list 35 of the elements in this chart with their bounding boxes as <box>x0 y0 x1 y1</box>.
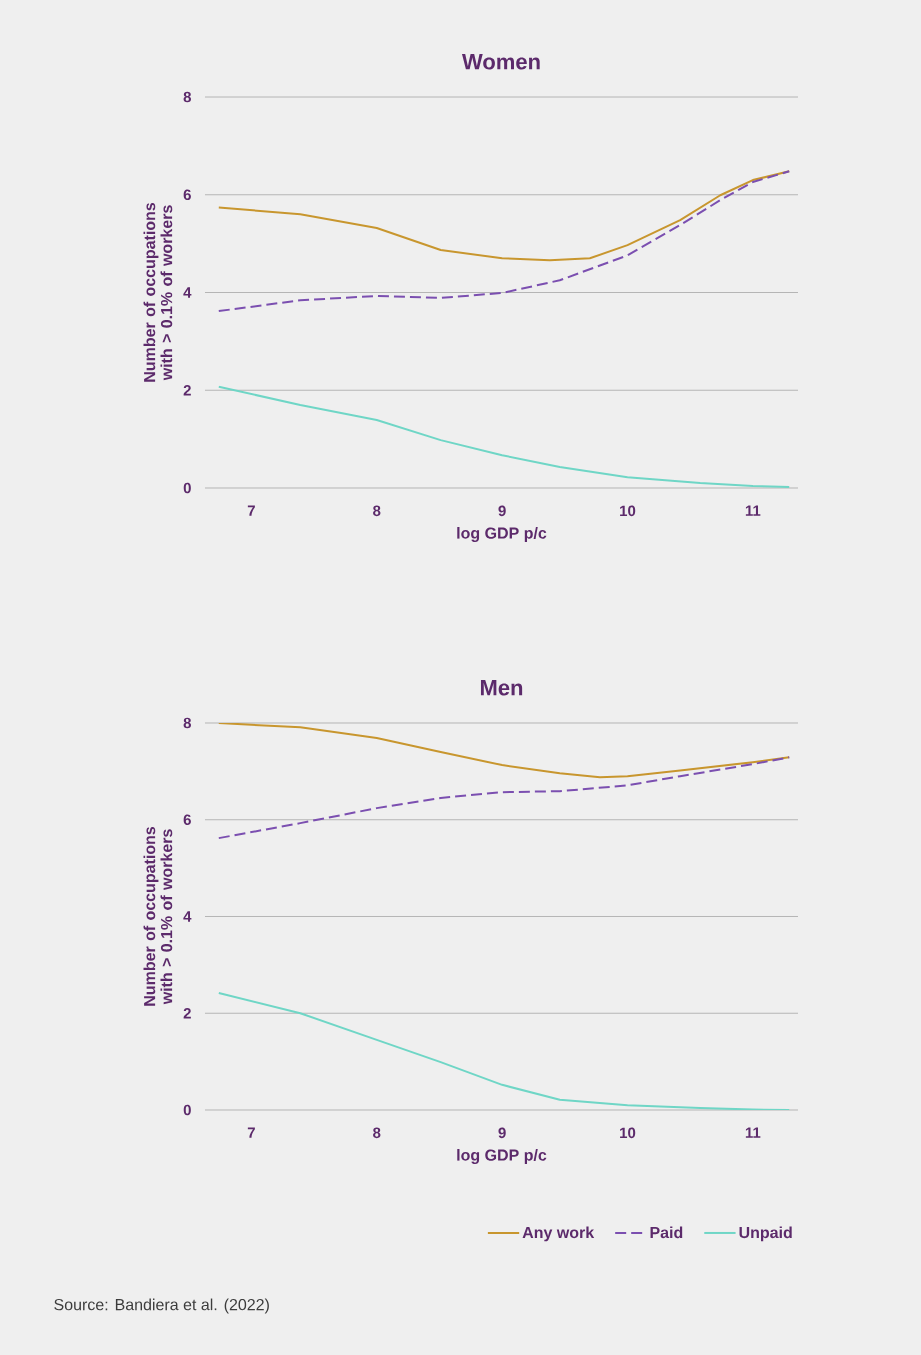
line-series <box>217 756 791 840</box>
y-tick-label: 4 <box>183 287 192 298</box>
x-tick-label: 10 <box>620 1127 636 1139</box>
x-axis-title: log GDP p/c <box>457 1149 547 1164</box>
line-series <box>217 991 791 1110</box>
line-series <box>217 723 791 779</box>
x-axis-title: log GDP p/c <box>457 527 547 542</box>
x-tick-label: 11 <box>745 505 761 516</box>
y-tick-label: 4 <box>183 911 192 922</box>
legend-label: Unpaid <box>739 1226 792 1242</box>
x-tick-label: 11 <box>745 1127 761 1138</box>
y-tick-label: 6 <box>183 189 191 201</box>
y-tick-label: 8 <box>183 91 191 103</box>
line-series <box>217 170 791 313</box>
legend-label: Any work <box>522 1226 595 1242</box>
x-tick-label: 7 <box>247 1127 255 1138</box>
y-tick-label: 2 <box>183 1008 191 1019</box>
y-tick-label: 8 <box>183 717 191 729</box>
x-tick-label: 9 <box>498 1127 506 1139</box>
y-tick-label: 2 <box>183 385 191 396</box>
x-tick-label: 8 <box>373 1127 381 1139</box>
x-tick-label: 10 <box>620 505 636 517</box>
legend-label: Paid <box>650 1226 683 1239</box>
y-axis-title: Number of occupations with > 0.1% of workers <box>143 826 173 1006</box>
source-note: Source: Bandiera et al. (2022) <box>54 1298 269 1314</box>
y-tick-label: 0 <box>183 1104 191 1116</box>
line-series <box>217 385 791 488</box>
chart-title: Women <box>461 54 540 70</box>
x-tick-label: 9 <box>498 505 506 517</box>
y-axis-title: Number of occupations with > 0.1% of workers <box>143 202 173 382</box>
x-tick-label: 7 <box>247 505 255 516</box>
x-tick-label: 8 <box>373 505 381 517</box>
y-tick-label: 0 <box>183 482 191 494</box>
chart-title: Men <box>480 680 523 696</box>
y-tick-label: 6 <box>183 814 191 826</box>
